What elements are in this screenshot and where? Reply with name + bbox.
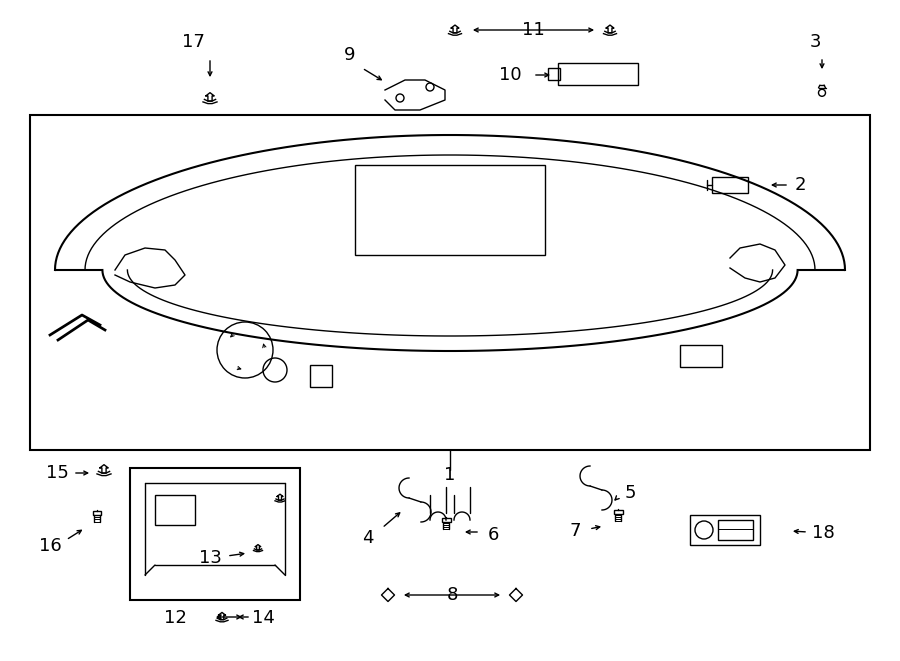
Bar (442, 518, 451, 522)
Text: 18: 18 (812, 524, 834, 542)
Text: 2: 2 (794, 176, 806, 194)
Bar (310, 365, 332, 387)
Bar (548, 68, 560, 80)
Text: 10: 10 (499, 66, 521, 84)
Text: 3: 3 (809, 33, 821, 51)
Bar (155, 495, 195, 525)
Bar (690, 515, 760, 545)
Text: 9: 9 (344, 46, 356, 64)
Text: 15: 15 (46, 464, 68, 482)
Bar (30, 115, 870, 450)
Bar (93, 511, 101, 514)
Bar (718, 520, 753, 540)
Bar (680, 345, 722, 367)
Text: 16: 16 (39, 537, 61, 555)
Text: 7: 7 (569, 522, 580, 540)
Text: 1: 1 (445, 466, 455, 484)
Bar (558, 63, 638, 85)
Text: 13: 13 (199, 549, 221, 567)
Text: 17: 17 (182, 33, 204, 51)
Text: 14: 14 (252, 609, 274, 627)
Text: 11: 11 (522, 21, 544, 39)
Bar (614, 510, 623, 514)
Text: 12: 12 (164, 609, 186, 627)
Text: 8: 8 (446, 586, 458, 604)
Text: 6: 6 (487, 526, 499, 544)
Text: 4: 4 (362, 529, 374, 547)
Bar (712, 177, 748, 193)
Bar (355, 165, 545, 255)
Bar (130, 468, 300, 600)
Text: 5: 5 (625, 484, 635, 502)
